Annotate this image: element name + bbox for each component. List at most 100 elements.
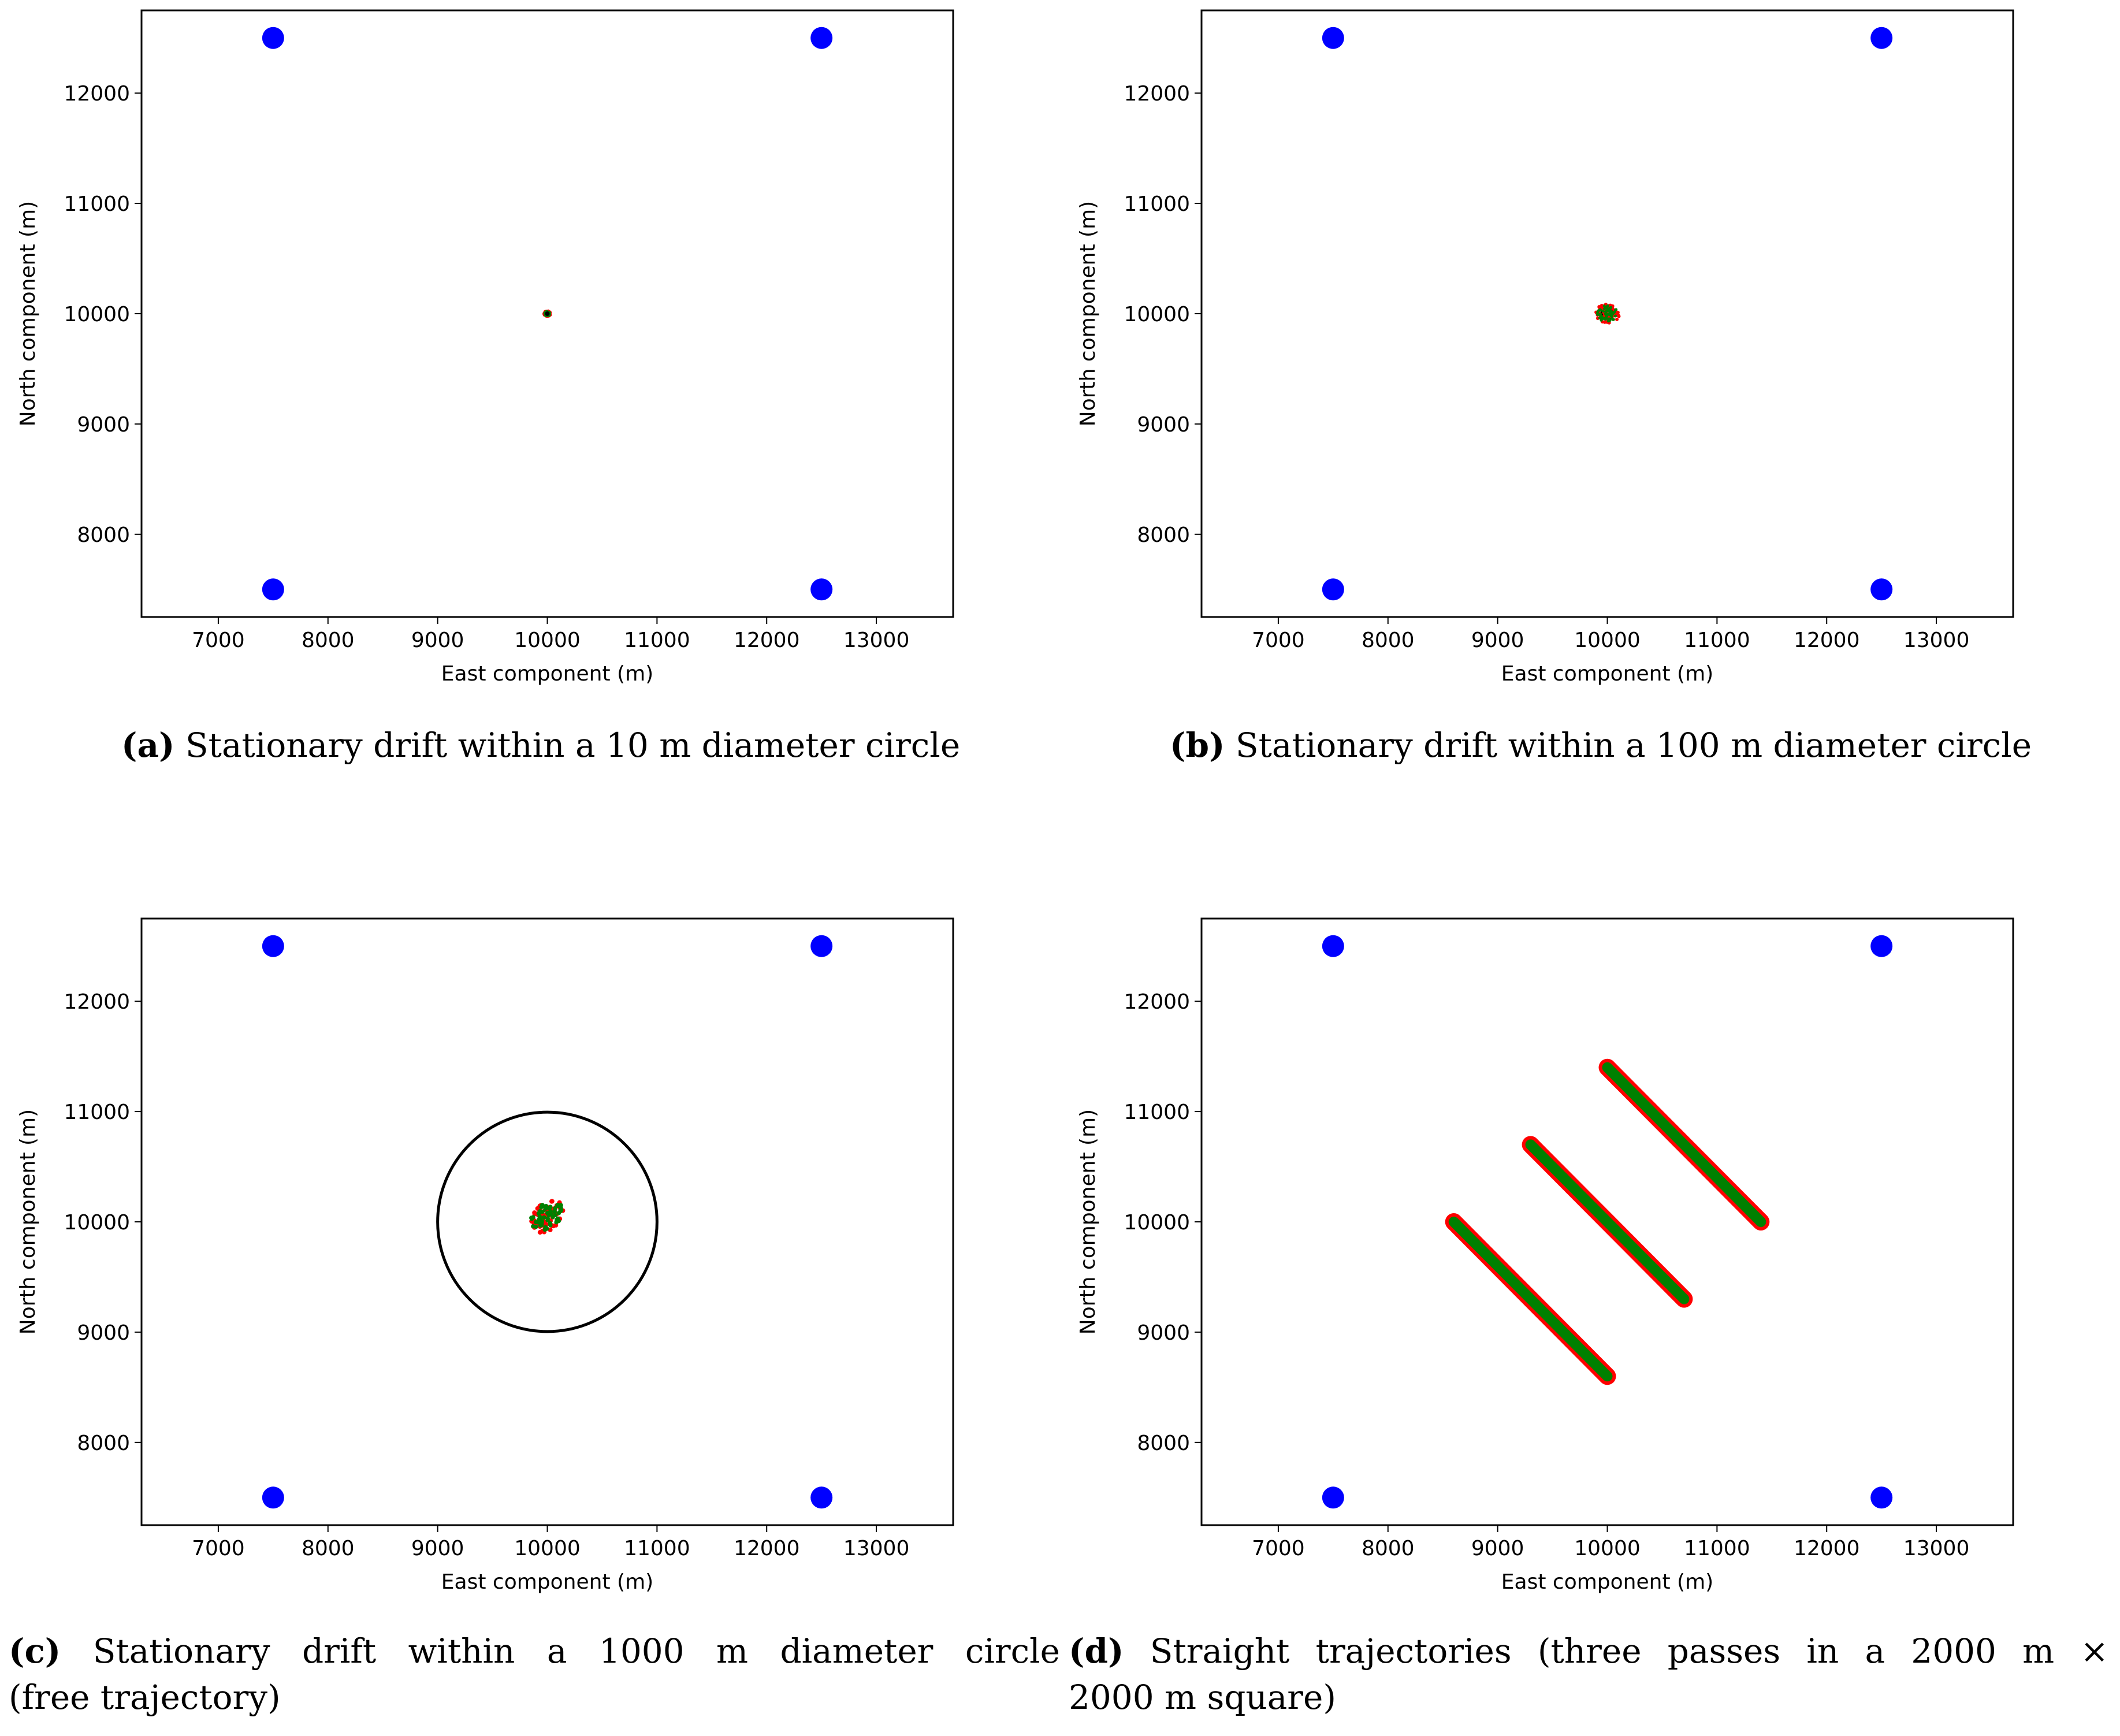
x-axis-label: East component (m) <box>441 1570 653 1594</box>
beacon-point <box>810 27 833 49</box>
x-tick-label: 9000 <box>1471 1537 1524 1560</box>
trajectory-cluster <box>542 309 552 318</box>
x-tick-label: 13000 <box>843 629 910 652</box>
caption-a: (a) Stationary drift within a 10 m diame… <box>121 726 961 765</box>
true-point-green <box>541 1215 546 1220</box>
beacon-point <box>1322 578 1344 601</box>
true-point-green <box>1597 313 1601 317</box>
x-tick-label: 8000 <box>1362 1537 1415 1560</box>
beacon-point <box>810 935 833 957</box>
beacon-point <box>1870 27 1893 49</box>
x-tick-label: 7000 <box>1252 1537 1305 1560</box>
x-tick-label: 9000 <box>411 629 464 652</box>
y-tick-label: 11000 <box>64 1101 130 1124</box>
x-tick-label: 10000 <box>1574 1537 1641 1560</box>
true-point-green <box>1601 310 1605 313</box>
x-tick-label: 8000 <box>1362 629 1415 652</box>
true-point-green <box>1598 308 1602 311</box>
x-tick-label: 12000 <box>734 1537 800 1560</box>
x-tick-label: 7000 <box>1252 629 1305 652</box>
true-point-green <box>538 1223 543 1228</box>
true-point-green <box>554 1217 559 1222</box>
true-point-green <box>1604 313 1608 316</box>
beacon-point <box>810 578 833 601</box>
estimate-point-red <box>549 1199 555 1204</box>
beacon-point <box>262 578 284 601</box>
caption-d: (d) Straight trajectories (three passes … <box>1069 1631 2108 1671</box>
true-point-green <box>1612 318 1615 321</box>
x-tick-label: 10000 <box>514 1537 581 1560</box>
true-point-green <box>544 1203 549 1209</box>
y-axis-label: North component (m) <box>16 201 40 426</box>
true-point-green <box>1604 318 1607 321</box>
y-tick-label: 8000 <box>77 1432 130 1455</box>
true-point-green <box>548 1222 553 1228</box>
true-point-green <box>1614 314 1617 318</box>
trajectory-pass-2 <box>1522 1136 1693 1308</box>
x-tick-label: 8000 <box>302 629 355 652</box>
true-point-green <box>1608 317 1611 321</box>
true-point-green <box>534 1224 538 1229</box>
x-tick-label: 9000 <box>411 1537 464 1560</box>
y-tick-label: 8000 <box>1137 1432 1190 1455</box>
x-tick-label: 11000 <box>624 1537 690 1560</box>
true-point-green <box>542 1227 547 1232</box>
true-point-green <box>545 1216 551 1221</box>
true-point-green <box>559 1207 564 1213</box>
y-tick-label: 10000 <box>64 1211 130 1235</box>
estimate-point-red <box>532 1210 537 1215</box>
y-axis-label: North component (m) <box>16 1109 40 1334</box>
chart-panel-a: 7000 8000 9000 10000 11000 12000 13000 8000 9000… <box>16 9 954 686</box>
true-point-green <box>537 1217 541 1222</box>
plot-frame <box>140 9 954 618</box>
y-tick-label: 9000 <box>1137 413 1190 437</box>
true-trajectory <box>1448 1217 1613 1382</box>
true-point-green <box>1615 308 1618 311</box>
center-point <box>545 311 550 316</box>
x-tick-label: 13000 <box>1903 1537 1970 1560</box>
plot-frame <box>140 917 954 1526</box>
y-tick-label: 11000 <box>64 192 130 216</box>
y-axis-label: North component (m) <box>1076 1109 1100 1334</box>
y-tick-label: 12000 <box>64 82 130 106</box>
true-point-green <box>555 1203 560 1207</box>
y-tick-label: 12000 <box>64 990 130 1014</box>
reference-circle <box>436 1110 659 1333</box>
plot-frame <box>1200 9 2014 618</box>
trajectory-pass-3 <box>1598 1058 1770 1231</box>
chart-panel-c: 7000 8000 9000 10000 11000 12000 13000 8000 9000… <box>16 917 954 1594</box>
y-tick-label: 8000 <box>77 523 130 547</box>
true-point-green <box>529 1216 534 1221</box>
caption-c-line2: (free trajectory) <box>9 1678 281 1717</box>
chart-panel-d: 7000 8000 9000 10000 11000 12000 13000 8000 9000… <box>1076 917 2014 1594</box>
true-point-green <box>1609 310 1613 313</box>
caption-b: (b) Stationary drift within a 100 m diam… <box>1170 726 2032 765</box>
x-tick-label: 12000 <box>1794 1537 1860 1560</box>
true-point-green <box>1601 315 1604 319</box>
x-tick-label: 11000 <box>1684 629 1750 652</box>
y-tick-label: 9000 <box>77 1321 130 1345</box>
beacon-point <box>1870 1486 1893 1509</box>
caption-c: (c) Stationary drift within a 1000 m dia… <box>9 1631 1060 1671</box>
estimate-point-red <box>1615 317 1619 321</box>
plot-frame <box>1200 917 2014 1526</box>
x-tick-label: 9000 <box>1471 629 1524 652</box>
x-tick-label: 7000 <box>192 1537 245 1560</box>
y-tick-label: 11000 <box>1124 1101 1190 1124</box>
x-tick-label: 11000 <box>624 629 690 652</box>
beacon-point <box>262 1486 284 1509</box>
beacon-point <box>262 27 284 49</box>
caption-d-line2: 2000 m square) <box>1069 1678 1336 1717</box>
true-trajectory <box>1602 1062 1766 1227</box>
true-point-green <box>553 1213 557 1217</box>
true-point-green <box>1613 310 1616 314</box>
y-tick-label: 8000 <box>1137 523 1190 547</box>
true-point-green <box>539 1205 544 1210</box>
y-tick-label: 9000 <box>77 413 130 437</box>
x-tick-label: 10000 <box>514 629 581 652</box>
y-tick-label: 12000 <box>1124 82 1190 106</box>
x-axis-label: East component (m) <box>1501 662 1713 686</box>
x-tick-label: 13000 <box>1903 629 1970 652</box>
estimate-point-red <box>1616 313 1620 317</box>
